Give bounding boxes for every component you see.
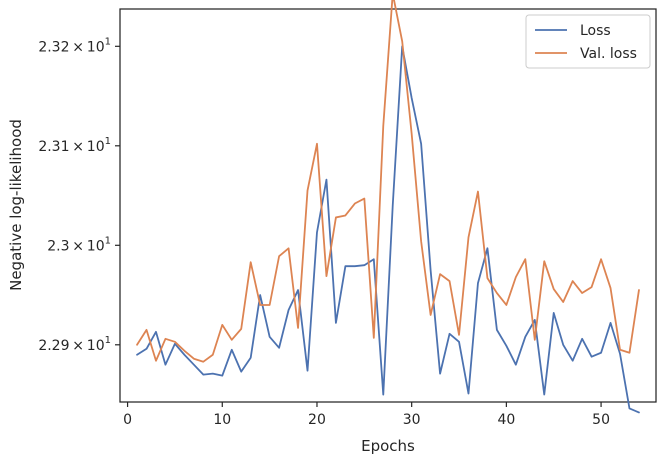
y-tick-label: 2.31 × 101 [38, 136, 111, 155]
legend: Loss Val. loss [525, 14, 651, 69]
y-axis: 2.29 × 101 2.3 × 101 2.31 × 101 2.32 × 101 [38, 36, 120, 354]
x-tick-label: 40 [497, 412, 515, 428]
plot-area [119, 8, 657, 403]
y-tick-label: 2.32 × 101 [38, 36, 111, 55]
y-tick-label: 2.3 × 101 [47, 235, 111, 254]
series-line-loss [136, 45, 640, 414]
legend-label-val-loss: Val. loss [580, 46, 637, 62]
y-tick-label: 2.29 × 101 [38, 335, 111, 354]
x-axis: 0 10 20 30 40 50 [123, 402, 610, 428]
x-tick-label: 20 [308, 412, 326, 428]
legend-frame [525, 14, 651, 69]
x-tick-label: 30 [403, 412, 421, 428]
series-lines [136, 0, 640, 414]
x-tick-label: 10 [213, 412, 231, 428]
y-axis-label: Negative log-likelihood [7, 119, 25, 291]
x-axis-label: Epochs [361, 437, 415, 455]
legend-label-loss: Loss [580, 23, 611, 39]
x-tick-label: 0 [123, 412, 132, 428]
x-tick-label: 50 [592, 412, 610, 428]
series-line-val-loss [136, 0, 640, 363]
